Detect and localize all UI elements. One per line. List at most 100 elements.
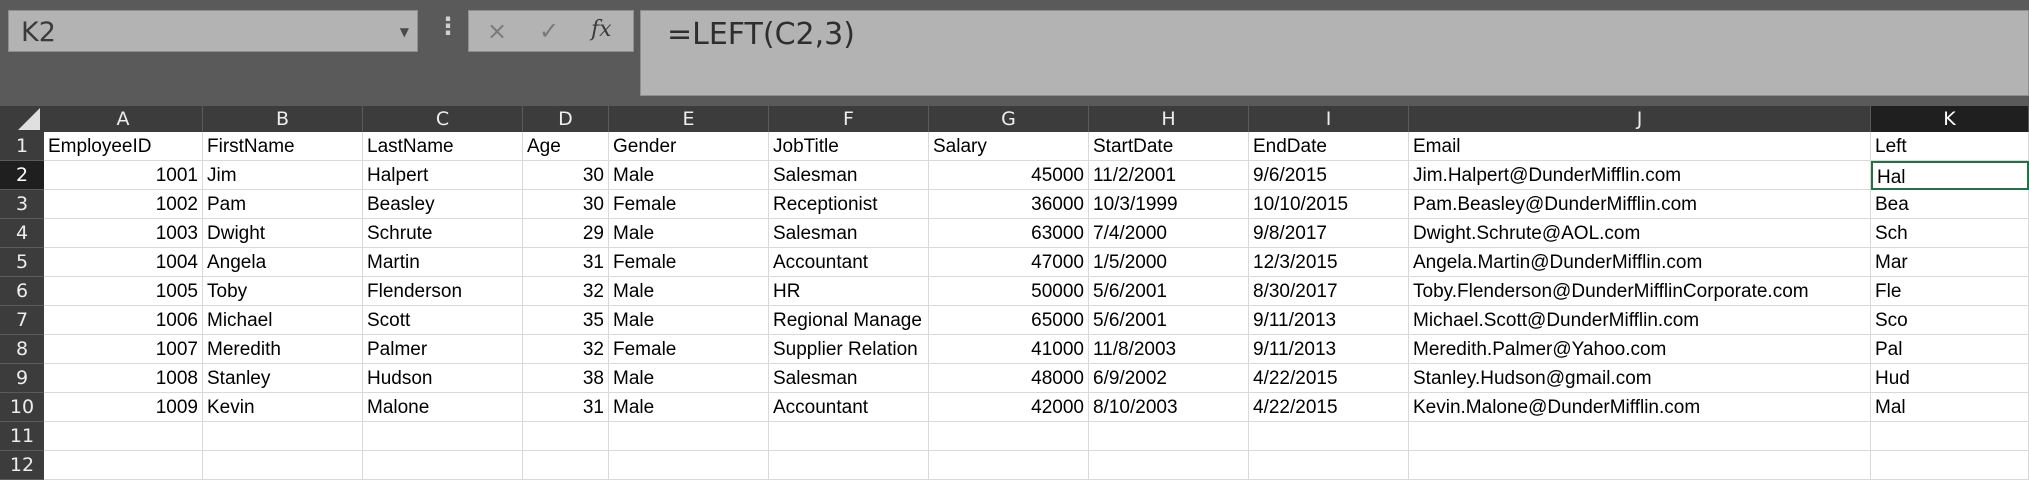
cell-b5[interactable]: Angela <box>203 248 363 277</box>
cell-e10[interactable]: Male <box>609 393 769 422</box>
column-header-a[interactable]: A <box>44 106 203 132</box>
cell-g3[interactable]: 36000 <box>929 190 1089 219</box>
cell-e2[interactable]: Male <box>609 161 769 190</box>
cell-a11[interactable] <box>44 422 203 451</box>
row-header-4[interactable]: 4 <box>0 219 44 248</box>
cell-b7[interactable]: Michael <box>203 306 363 335</box>
cell-h2[interactable]: 11/2/2001 <box>1089 161 1249 190</box>
cell-c1[interactable]: LastName <box>363 132 523 161</box>
cell-i10[interactable]: 4/22/2015 <box>1249 393 1409 422</box>
cell-e6[interactable]: Male <box>609 277 769 306</box>
more-options-icon[interactable]: ⋮ <box>436 12 460 40</box>
cell-d12[interactable] <box>523 451 609 480</box>
cell-k4[interactable]: Sch <box>1871 219 2029 248</box>
cell-d1[interactable]: Age <box>523 132 609 161</box>
cell-k10[interactable]: Mal <box>1871 393 2029 422</box>
cell-f4[interactable]: Salesman <box>769 219 929 248</box>
cell-j12[interactable] <box>1409 451 1871 480</box>
cell-g9[interactable]: 48000 <box>929 364 1089 393</box>
cell-k5[interactable]: Mar <box>1871 248 2029 277</box>
cell-i3[interactable]: 10/10/2015 <box>1249 190 1409 219</box>
cell-f12[interactable] <box>769 451 929 480</box>
cell-k1[interactable]: Left <box>1871 132 2029 161</box>
cell-c4[interactable]: Schrute <box>363 219 523 248</box>
cell-c2[interactable]: Halpert <box>363 161 523 190</box>
cell-e5[interactable]: Female <box>609 248 769 277</box>
column-header-j[interactable]: J <box>1409 106 1871 132</box>
cell-g6[interactable]: 50000 <box>929 277 1089 306</box>
cell-d8[interactable]: 32 <box>523 335 609 364</box>
cell-f10[interactable]: Accountant <box>769 393 929 422</box>
column-header-c[interactable]: C <box>363 106 523 132</box>
cell-g4[interactable]: 63000 <box>929 219 1089 248</box>
chevron-down-icon[interactable]: ▼ <box>399 25 409 39</box>
cell-f8[interactable]: Supplier Relation <box>769 335 929 364</box>
row-header-2[interactable]: 2 <box>0 161 44 190</box>
cell-j8[interactable]: Meredith.Palmer@Yahoo.com <box>1409 335 1871 364</box>
cell-a6[interactable]: 1005 <box>44 277 203 306</box>
cell-d3[interactable]: 30 <box>523 190 609 219</box>
cell-h12[interactable] <box>1089 451 1249 480</box>
column-header-g[interactable]: G <box>929 106 1089 132</box>
cell-d7[interactable]: 35 <box>523 306 609 335</box>
cell-k8[interactable]: Pal <box>1871 335 2029 364</box>
cell-e3[interactable]: Female <box>609 190 769 219</box>
cell-f11[interactable] <box>769 422 929 451</box>
cell-g2[interactable]: 45000 <box>929 161 1089 190</box>
cell-j9[interactable]: Stanley.Hudson@gmail.com <box>1409 364 1871 393</box>
cell-c9[interactable]: Hudson <box>363 364 523 393</box>
column-header-h[interactable]: H <box>1089 106 1249 132</box>
column-header-k[interactable]: K <box>1871 106 2029 132</box>
cell-c7[interactable]: Scott <box>363 306 523 335</box>
cell-e4[interactable]: Male <box>609 219 769 248</box>
column-header-e[interactable]: E <box>609 106 769 132</box>
cell-b11[interactable] <box>203 422 363 451</box>
cell-e12[interactable] <box>609 451 769 480</box>
cell-j4[interactable]: Dwight.Schrute@AOL.com <box>1409 219 1871 248</box>
row-header-11[interactable]: 11 <box>0 422 44 451</box>
cell-d6[interactable]: 32 <box>523 277 609 306</box>
cell-h9[interactable]: 6/9/2002 <box>1089 364 1249 393</box>
row-header-5[interactable]: 5 <box>0 248 44 277</box>
cell-e8[interactable]: Female <box>609 335 769 364</box>
cell-k9[interactable]: Hud <box>1871 364 2029 393</box>
cell-e1[interactable]: Gender <box>609 132 769 161</box>
cell-i2[interactable]: 9/6/2015 <box>1249 161 1409 190</box>
row-header-7[interactable]: 7 <box>0 306 44 335</box>
cell-j7[interactable]: Michael.Scott@DunderMifflin.com <box>1409 306 1871 335</box>
cell-g5[interactable]: 47000 <box>929 248 1089 277</box>
cell-g8[interactable]: 41000 <box>929 335 1089 364</box>
cell-c8[interactable]: Palmer <box>363 335 523 364</box>
cell-d10[interactable]: 31 <box>523 393 609 422</box>
cell-c12[interactable] <box>363 451 523 480</box>
cell-h4[interactable]: 7/4/2000 <box>1089 219 1249 248</box>
enter-icon[interactable]: ✓ <box>539 17 560 45</box>
row-header-6[interactable]: 6 <box>0 277 44 306</box>
cell-j2[interactable]: Jim.Halpert@DunderMifflin.com <box>1409 161 1871 190</box>
cell-f2[interactable]: Salesman <box>769 161 929 190</box>
cell-a9[interactable]: 1008 <box>44 364 203 393</box>
cell-j3[interactable]: Pam.Beasley@DunderMifflin.com <box>1409 190 1871 219</box>
cell-h7[interactable]: 5/6/2001 <box>1089 306 1249 335</box>
cell-k11[interactable] <box>1871 422 2029 451</box>
select-all-triangle-icon[interactable] <box>18 108 40 130</box>
row-header-3[interactable]: 3 <box>0 190 44 219</box>
cell-a2[interactable]: 1001 <box>44 161 203 190</box>
cell-k3[interactable]: Bea <box>1871 190 2029 219</box>
cell-f5[interactable]: Accountant <box>769 248 929 277</box>
formula-input[interactable]: =LEFT(C2,3) <box>640 10 2029 96</box>
cell-a10[interactable]: 1009 <box>44 393 203 422</box>
cell-j11[interactable] <box>1409 422 1871 451</box>
cell-e9[interactable]: Male <box>609 364 769 393</box>
cell-b3[interactable]: Pam <box>203 190 363 219</box>
cell-g7[interactable]: 65000 <box>929 306 1089 335</box>
cell-j6[interactable]: Toby.Flenderson@DunderMifflinCorporate.c… <box>1409 277 1871 306</box>
cell-i8[interactable]: 9/11/2013 <box>1249 335 1409 364</box>
cell-e11[interactable] <box>609 422 769 451</box>
column-header-i[interactable]: I <box>1249 106 1409 132</box>
column-header-f[interactable]: F <box>769 106 929 132</box>
cell-j1[interactable]: Email <box>1409 132 1871 161</box>
cell-b6[interactable]: Toby <box>203 277 363 306</box>
cell-h11[interactable] <box>1089 422 1249 451</box>
cell-k6[interactable]: Fle <box>1871 277 2029 306</box>
